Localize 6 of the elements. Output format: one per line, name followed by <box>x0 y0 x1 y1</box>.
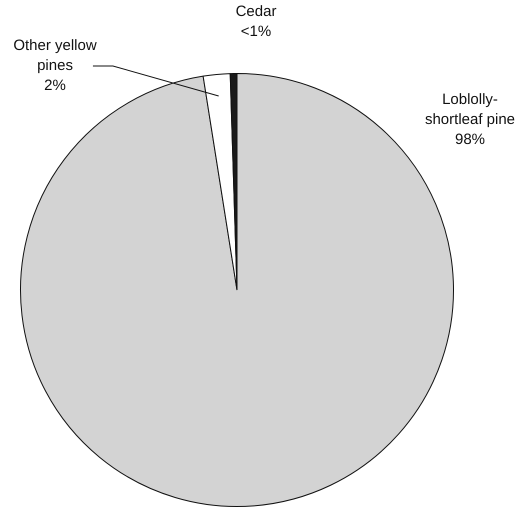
data-label: 98% <box>454 131 486 148</box>
data-label: 2% <box>44 77 66 94</box>
data-label: <1% <box>240 23 272 40</box>
slice-label: Loblolly-shortleaf pine <box>424 91 516 128</box>
slice-label: Other yellow pines <box>13 37 97 74</box>
slice-label: Cedar <box>236 3 276 20</box>
